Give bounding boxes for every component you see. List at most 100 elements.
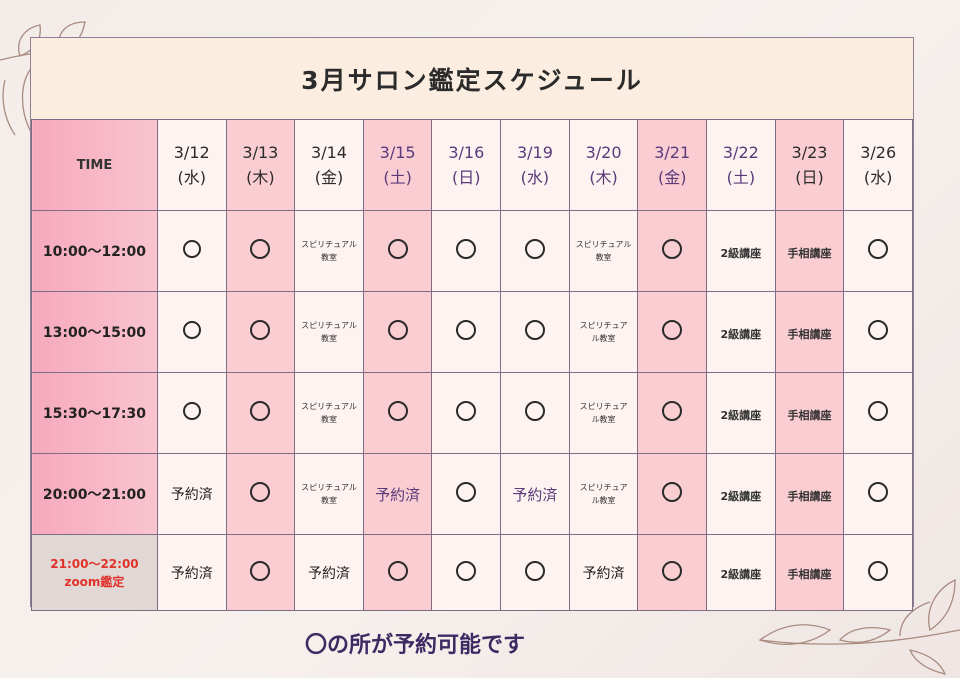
course-label: 手相講座 xyxy=(787,568,832,581)
course-label: 2級講座 xyxy=(720,246,762,260)
schedule-cell: 予約済 xyxy=(568,534,639,611)
time-header: TIME xyxy=(31,119,158,211)
schedule-cell xyxy=(225,372,296,454)
available-circle-icon xyxy=(662,482,683,502)
weekday-label: (木) xyxy=(589,168,618,187)
booked-label: 予約済 xyxy=(170,487,213,503)
date-label: 3/16 xyxy=(448,143,485,162)
available-circle-icon xyxy=(524,401,545,421)
zoom-time-slot: 21:00〜22:00 zoom鑑定 xyxy=(31,534,158,611)
class-label: 教室 xyxy=(321,253,337,262)
available-circle-icon xyxy=(250,560,271,581)
schedule-cell: 手相講座 xyxy=(774,291,845,373)
available-circle-icon xyxy=(456,239,477,259)
available-circle-icon xyxy=(868,560,889,581)
schedule-cell: スピリチュアル教室 xyxy=(294,453,364,535)
schedule-cell: 2級講座 xyxy=(706,453,776,535)
course-label: 2級講座 xyxy=(720,489,762,503)
available-circle-icon xyxy=(182,321,201,339)
available-circle-icon xyxy=(387,401,408,421)
schedule-cell: 2級講座 xyxy=(706,291,776,373)
available-circle-icon xyxy=(868,320,889,340)
booked-label: 予約済 xyxy=(582,565,625,582)
class-label: スピリチュアル xyxy=(301,321,357,330)
course-label: 手相講座 xyxy=(787,408,832,422)
schedule-cell xyxy=(156,372,227,454)
date-label: 3/12 xyxy=(173,143,210,162)
available-circle-icon xyxy=(182,402,201,420)
schedule-row: 20:00〜21:00 予約済 スピリチュアル 教室 予約済 予約済 スピリチュア ル教室 2級… xyxy=(31,453,913,535)
zoom-row: 21:00〜22:00 zoom鑑定 予約済 予約済 予約済 2級講座 手相講座 xyxy=(31,534,913,611)
available-circle-icon xyxy=(662,401,683,421)
schedule-cell xyxy=(500,372,570,454)
available-circle-icon xyxy=(250,401,271,421)
schedule-cell: 予約済 xyxy=(500,453,570,535)
available-circle-icon xyxy=(250,239,271,259)
class-label: ル教室 xyxy=(591,415,616,424)
schedule-row: 15:30〜17:30 スピリチュアル 教室 スピリチュア ル教室 2級講座 手相講座 xyxy=(31,372,913,454)
schedule-cell xyxy=(843,372,913,454)
schedule-cell: スピリチュアル教室 xyxy=(568,372,639,454)
time-slot-label: 13:00〜15:00 xyxy=(31,291,158,373)
date-header: 3/23 (日) xyxy=(774,119,845,211)
available-circle-icon xyxy=(387,239,408,259)
course-label: 2級講座 xyxy=(720,327,762,341)
available-circle-icon xyxy=(868,482,889,502)
schedule-cell xyxy=(362,372,433,454)
class-label: スピリチュアル xyxy=(301,483,357,492)
date-label: 3/14 xyxy=(311,143,347,162)
class-label: スピリチュアル xyxy=(301,402,357,411)
availability-note: 〇の所が予約可能です xyxy=(304,633,525,658)
class-label: 教室 xyxy=(595,253,612,262)
available-circle-icon xyxy=(250,320,271,340)
booked-label: 予約済 xyxy=(308,565,350,582)
time-slot-label: 15:30〜17:30 xyxy=(31,372,158,454)
available-circle-icon xyxy=(250,482,271,502)
weekday-label: (水) xyxy=(863,168,893,187)
schedule-cell xyxy=(431,453,502,535)
date-header: 3/22 (土) xyxy=(706,119,776,211)
available-circle-icon xyxy=(662,320,683,340)
leaf-decoration-bottom-right-icon xyxy=(758,578,960,675)
date-label: 3/19 xyxy=(516,143,553,162)
class-label: スピリチュア xyxy=(579,483,628,492)
schedule-cell xyxy=(843,534,913,611)
schedule-row: 10:00〜12:00 スピリチュアル 教室 スピリチュアル 教室 2級講座 手相講座 xyxy=(31,210,913,292)
available-circle-icon xyxy=(456,560,477,581)
available-circle-icon xyxy=(387,320,408,340)
available-circle-icon xyxy=(456,482,477,502)
weekday-label: (水) xyxy=(177,168,206,187)
schedule-cell xyxy=(225,210,296,292)
weekday-label: (日) xyxy=(452,168,481,187)
booked-label: 予約済 xyxy=(170,565,213,582)
class-label: 教室 xyxy=(321,334,337,343)
date-header: 3/16 (日) xyxy=(431,119,502,211)
class-label: スピリチュアル xyxy=(575,240,632,249)
date-header: 3/15 (土) xyxy=(362,119,433,211)
available-circle-icon xyxy=(662,239,683,259)
schedule-cell: スピリチュアル教室 xyxy=(294,210,364,292)
class-label: ル教室 xyxy=(591,334,616,343)
schedule-cell xyxy=(843,453,913,535)
schedule-cell: 手相講座 xyxy=(774,210,845,292)
schedule-cell xyxy=(843,210,913,292)
schedule-cell xyxy=(500,210,570,292)
schedule-cell xyxy=(431,210,502,292)
date-header: 3/21 (金) xyxy=(637,119,708,211)
schedule-cell: 手相講座 xyxy=(774,453,845,535)
date-header: 3/19 (水) xyxy=(500,119,570,211)
course-label: 手相講座 xyxy=(787,246,832,260)
schedule-table: TIME 3/12 (水) 3/13 (木) 3/14 (金) 3/15 (土) 3/16 (日) 3… xyxy=(31,119,913,611)
schedule-row: 13:00〜15:00 スピリチュアル 教室 スピリチュア ル教室 2級講座 手相講座 xyxy=(31,291,913,373)
course-label: 手相講座 xyxy=(787,327,832,341)
schedule-cell xyxy=(156,210,227,292)
date-header: 3/12 (水) xyxy=(156,119,227,211)
schedule-cell: スピリチュアル教室 xyxy=(568,453,639,535)
booked-label: 予約済 xyxy=(512,485,558,504)
date-header: 3/13 (木) xyxy=(225,119,296,211)
schedule-cell xyxy=(225,291,296,373)
course-label: 2級講座 xyxy=(720,568,762,581)
booked-label: 予約済 xyxy=(375,485,421,504)
schedule-cell: 予約済 xyxy=(294,534,364,611)
weekday-label: (日) xyxy=(795,168,824,187)
